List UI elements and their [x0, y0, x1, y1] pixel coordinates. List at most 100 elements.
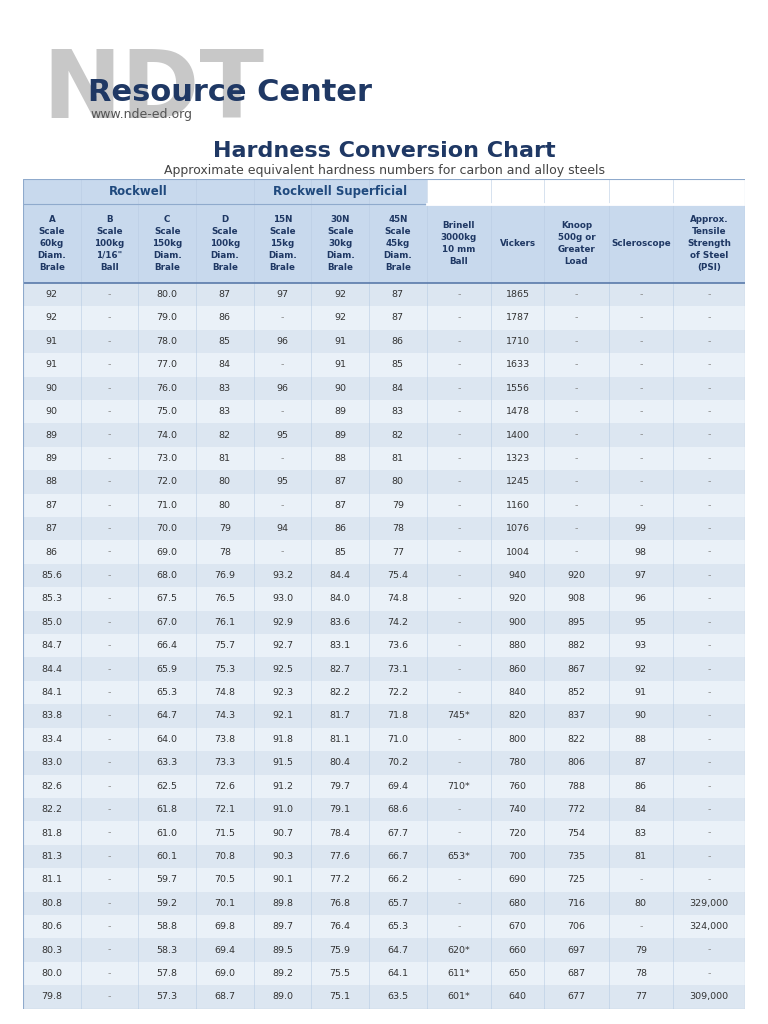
Text: 92.5: 92.5	[272, 665, 293, 674]
Bar	[311, 204, 369, 283]
Bar	[608, 868, 673, 892]
Text: 83: 83	[219, 408, 231, 416]
Bar	[196, 564, 253, 587]
Text: 98: 98	[634, 548, 647, 557]
Text: 82.6: 82.6	[41, 781, 62, 791]
Text: 45N
Scale
45kg
Diam.
Brale: 45N Scale 45kg Diam. Brale	[383, 215, 412, 271]
Text: -: -	[281, 501, 284, 510]
Text: 94: 94	[276, 524, 289, 534]
Bar	[23, 985, 81, 1009]
Bar	[673, 752, 745, 774]
Bar	[491, 423, 545, 446]
Bar	[311, 774, 369, 798]
Text: -: -	[108, 290, 111, 299]
Text: -: -	[108, 617, 111, 627]
Bar	[545, 705, 608, 728]
Text: 92: 92	[46, 290, 58, 299]
Bar	[23, 868, 81, 892]
Text: 93: 93	[634, 641, 647, 650]
Bar	[369, 915, 427, 938]
Bar	[196, 306, 253, 330]
Text: 80.4: 80.4	[329, 759, 351, 767]
Text: -: -	[574, 408, 578, 416]
Text: Resource Center: Resource Center	[88, 78, 372, 106]
Bar	[196, 752, 253, 774]
Bar	[196, 728, 253, 752]
Bar	[81, 423, 138, 446]
Text: -: -	[457, 360, 461, 370]
Text: 67.7: 67.7	[387, 828, 409, 838]
Bar	[427, 892, 491, 915]
Text: 706: 706	[568, 923, 585, 931]
Bar	[673, 657, 745, 681]
Bar	[369, 892, 427, 915]
Text: 86: 86	[219, 313, 231, 323]
Bar	[23, 564, 81, 587]
Text: 83.6: 83.6	[329, 617, 351, 627]
Text: 81.1: 81.1	[41, 876, 62, 885]
Text: 69.4: 69.4	[214, 945, 235, 954]
Bar	[545, 681, 608, 705]
Bar	[81, 283, 138, 306]
Text: -: -	[457, 313, 461, 323]
Bar	[138, 204, 196, 283]
Bar	[23, 330, 81, 353]
Text: 96: 96	[276, 337, 289, 346]
Bar	[311, 470, 369, 494]
Bar	[81, 610, 138, 634]
Bar	[545, 845, 608, 868]
Bar	[138, 798, 196, 821]
Text: -: -	[639, 501, 642, 510]
Text: 92: 92	[334, 313, 346, 323]
Bar	[545, 634, 608, 657]
Text: 329,000: 329,000	[690, 899, 729, 908]
Bar	[196, 985, 253, 1009]
Text: 82.7: 82.7	[329, 665, 351, 674]
Text: -: -	[108, 384, 111, 393]
Text: 89.5: 89.5	[272, 945, 293, 954]
Text: 68.7: 68.7	[214, 992, 235, 1001]
Text: 1076: 1076	[505, 524, 530, 534]
Text: 800: 800	[508, 735, 527, 743]
Bar	[491, 845, 545, 868]
Bar	[138, 423, 196, 446]
Bar	[81, 938, 138, 962]
Bar	[427, 564, 491, 587]
Bar	[427, 798, 491, 821]
Text: 90.3: 90.3	[272, 852, 293, 861]
Text: -: -	[639, 360, 642, 370]
Text: -: -	[707, 501, 710, 510]
Bar	[427, 306, 491, 330]
Text: 58.3: 58.3	[157, 945, 177, 954]
Text: 75.5: 75.5	[329, 969, 351, 978]
Text: 91: 91	[634, 688, 647, 697]
Bar	[23, 470, 81, 494]
Text: -: -	[281, 454, 284, 463]
Bar	[673, 868, 745, 892]
Bar	[673, 423, 745, 446]
Bar	[81, 400, 138, 423]
Text: 89.2: 89.2	[272, 969, 293, 978]
Text: 64.7: 64.7	[157, 712, 177, 721]
Bar	[253, 353, 311, 377]
Text: 76.4: 76.4	[329, 923, 351, 931]
Bar	[673, 587, 745, 610]
Bar	[138, 938, 196, 962]
Bar	[545, 962, 608, 985]
Bar	[369, 541, 427, 564]
Text: 690: 690	[508, 876, 527, 885]
Text: 86: 86	[634, 781, 647, 791]
Bar	[196, 681, 253, 705]
Text: -: -	[281, 408, 284, 416]
Text: 89.0: 89.0	[272, 992, 293, 1001]
Bar	[491, 400, 545, 423]
Text: -: -	[108, 759, 111, 767]
Bar	[138, 610, 196, 634]
Text: 97: 97	[634, 571, 647, 580]
Bar	[81, 517, 138, 541]
Text: 59.2: 59.2	[157, 899, 177, 908]
Bar	[673, 470, 745, 494]
Text: 84.7: 84.7	[41, 641, 62, 650]
Bar	[427, 377, 491, 400]
Bar	[253, 845, 311, 868]
